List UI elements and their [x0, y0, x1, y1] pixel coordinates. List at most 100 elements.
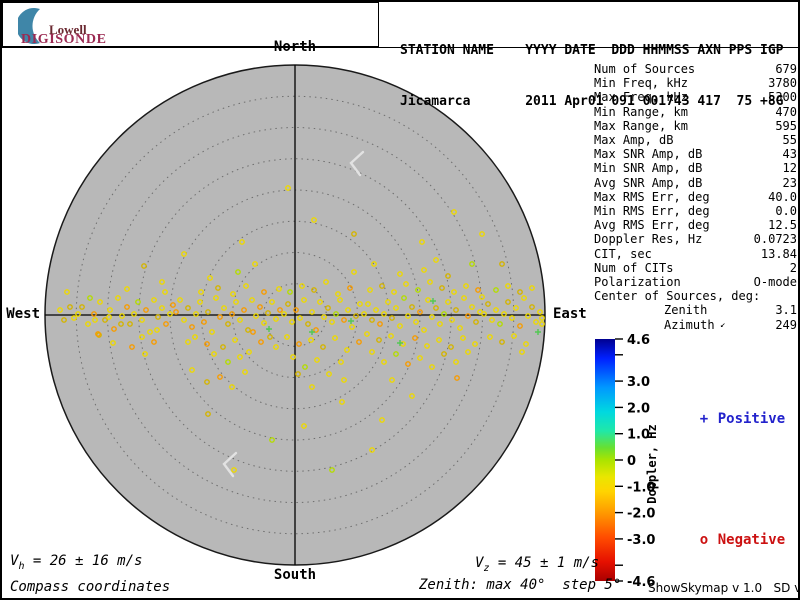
stat-label: Max RMS Err, deg	[594, 189, 710, 204]
source-point-negative	[326, 371, 332, 377]
azimuth-direction-arrow-icon: ↙	[714, 319, 726, 330]
stat-row: CIT, sec 13.84	[594, 247, 797, 261]
source-point-negative	[329, 467, 335, 473]
source-point-negative	[309, 309, 315, 315]
source-point-negative	[521, 295, 527, 301]
source-point-negative	[509, 315, 515, 321]
stat-label: Center of Sources, deg:	[594, 289, 761, 304]
stat-value: 23	[782, 175, 797, 190]
source-point-negative	[313, 327, 319, 333]
stat-value: 3780	[768, 76, 797, 91]
source-point-negative	[337, 297, 343, 303]
source-point-negative	[349, 324, 355, 330]
source-point-negative	[537, 309, 543, 315]
source-point-negative	[529, 304, 535, 310]
source-point-negative	[451, 289, 457, 295]
legend-negative: o Negative	[666, 516, 785, 564]
source-point-negative	[232, 337, 238, 343]
source-point-negative	[388, 333, 394, 339]
source-point-negative	[371, 261, 377, 267]
source-point-negative	[273, 344, 279, 350]
stat-row: Max Amp, dB 55	[594, 133, 797, 147]
source-point-negative	[439, 285, 445, 291]
source-point-negative	[231, 467, 237, 473]
source-point-negative	[463, 283, 469, 289]
source-point-negative	[181, 251, 187, 257]
source-point-negative	[151, 297, 157, 303]
horizontal-velocity-readout: Vh = 26 ± 16 m/s	[10, 553, 143, 572]
source-point-negative	[301, 297, 307, 303]
source-point-negative	[369, 317, 375, 323]
source-point-negative	[417, 309, 423, 315]
source-point-negative	[64, 289, 70, 295]
source-point-negative	[289, 319, 295, 325]
compass-label-north: North	[273, 39, 317, 55]
source-point-negative	[97, 299, 103, 305]
source-point-negative	[347, 285, 353, 291]
source-point-negative	[215, 285, 221, 291]
colorbar-tick-label: 4.6	[627, 333, 650, 348]
source-point-negative	[412, 335, 418, 341]
source-point-negative	[511, 333, 517, 339]
source-point-negative	[220, 344, 226, 350]
stat-label: CIT, sec	[594, 246, 652, 261]
stat-label: Max Range, km	[594, 118, 688, 133]
source-point-negative	[397, 323, 403, 329]
source-point-negative	[376, 337, 382, 343]
source-point-negative	[139, 334, 145, 340]
source-point-negative	[454, 375, 460, 381]
source-point-negative	[460, 335, 466, 341]
source-point-negative	[539, 315, 545, 321]
source-point-negative	[276, 286, 282, 292]
source-point-negative	[297, 315, 303, 321]
plus-marker-icon: +	[699, 411, 709, 427]
source-point-negative	[225, 321, 231, 327]
colorbar-tick-label: 0	[627, 454, 636, 469]
source-point-negative	[457, 325, 463, 331]
header-divider	[2, 47, 798, 48]
source-point-negative	[237, 354, 243, 360]
source-point-negative	[513, 305, 519, 311]
source-point-negative	[379, 417, 385, 423]
source-point-negative	[441, 351, 447, 357]
source-point-negative	[469, 261, 475, 267]
stat-row: Doppler Res, Hz 0.0723	[594, 232, 797, 246]
source-point-negative	[299, 283, 305, 289]
source-point-negative	[285, 185, 291, 191]
source-point-negative	[265, 310, 271, 316]
source-point-negative	[225, 359, 231, 365]
source-point-negative	[197, 299, 203, 305]
source-point-negative	[479, 231, 485, 237]
source-point-negative	[107, 307, 113, 313]
source-point-positive	[397, 340, 403, 346]
source-point-negative	[106, 314, 112, 320]
compass-label-south: South	[273, 567, 317, 583]
source-point-negative	[393, 305, 399, 311]
source-point-negative	[441, 311, 447, 317]
source-point-negative	[351, 231, 357, 237]
source-point-positive	[309, 329, 315, 335]
source-point-negative	[185, 305, 191, 311]
source-point-negative	[285, 301, 291, 307]
source-point-negative	[479, 294, 485, 300]
source-point-negative	[189, 367, 195, 373]
stat-row: Max Freq, kHz 5300	[594, 90, 797, 104]
source-point-negative	[445, 299, 451, 305]
source-point-negative	[469, 304, 475, 310]
stat-row: Min Freq, kHz 3780	[594, 76, 797, 90]
stat-label: Azimuth ↙	[664, 317, 726, 332]
source-point-negative	[241, 307, 247, 313]
source-point-negative	[320, 344, 326, 350]
source-point-negative	[419, 239, 425, 245]
source-point-negative	[519, 349, 525, 355]
chevron-marker	[222, 451, 238, 478]
source-point-negative	[57, 307, 63, 313]
source-point-negative	[325, 305, 331, 311]
source-point-negative	[369, 349, 375, 355]
source-point-negative	[281, 311, 287, 317]
source-point-negative	[85, 321, 91, 327]
source-point-negative	[239, 239, 245, 245]
source-point-negative	[345, 307, 351, 313]
source-point-negative	[204, 379, 210, 385]
